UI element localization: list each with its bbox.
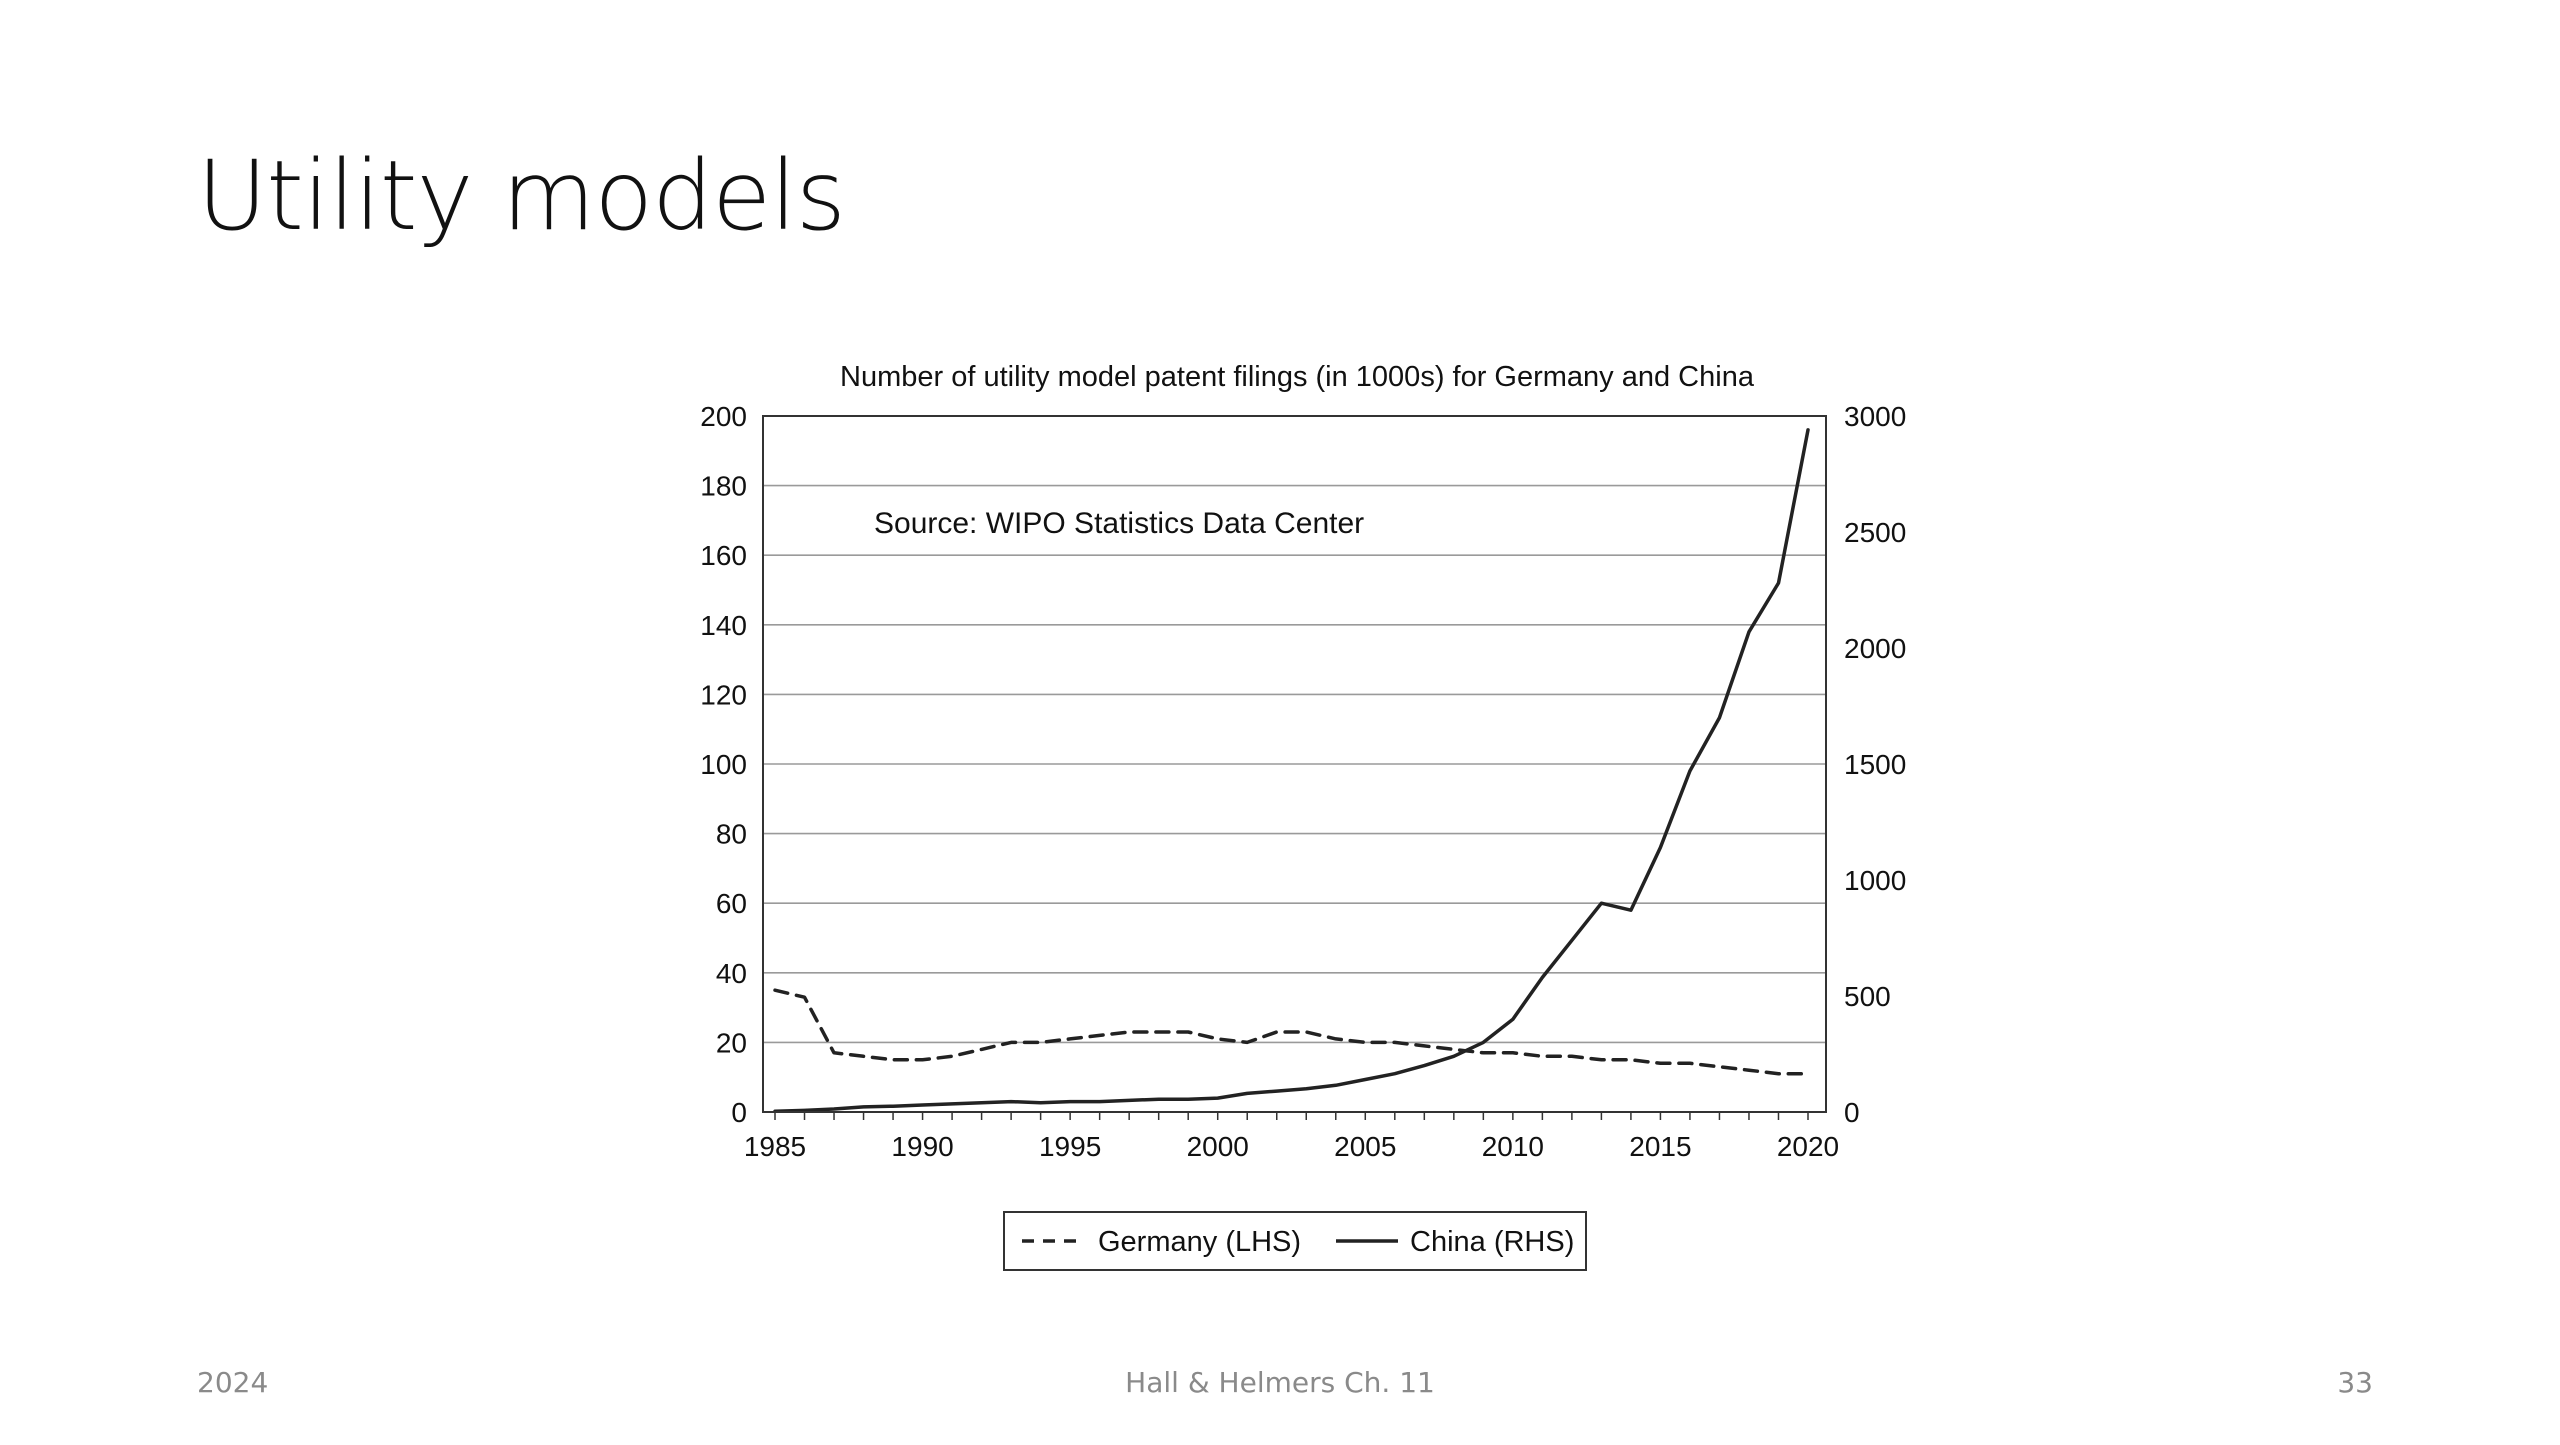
slide-title: Utility models	[197, 140, 846, 252]
footer-source: Hall & Helmers Ch. 11	[1125, 1366, 1435, 1399]
y-left-tick-label: 100	[700, 749, 747, 780]
x-tick-label: 2020	[1777, 1131, 1839, 1162]
legend-label-china: China (RHS)	[1410, 1226, 1574, 1258]
chart-title: Number of utility model patent filings (…	[840, 361, 1755, 393]
legend-box	[1003, 1211, 1587, 1271]
x-tick-label: 2005	[1334, 1131, 1396, 1162]
y-right-tick-label: 2000	[1844, 633, 1906, 664]
series-lines	[773, 428, 1810, 1114]
y-left-tick-label: 180	[700, 471, 747, 502]
plot-frame	[762, 415, 1827, 1120]
footer-year: 2024	[197, 1366, 269, 1399]
legend-label-germany: Germany (LHS)	[1098, 1226, 1301, 1258]
legend: Germany (LHS) China (RHS)	[1003, 1211, 1587, 1271]
series-line-china	[773, 428, 1810, 1114]
y-left-tick-label: 20	[716, 1027, 747, 1058]
x-tick-label: 1990	[891, 1131, 953, 1162]
y-right-tick-label: 0	[1844, 1097, 1860, 1128]
x-tick-label: 1995	[1039, 1131, 1101, 1162]
y-left-tick-label: 80	[716, 819, 747, 850]
y-right-tick-label: 3000	[1844, 401, 1906, 432]
plot-border	[762, 415, 1827, 1113]
x-tick-label: 2010	[1482, 1131, 1544, 1162]
y-right-tick-label: 2500	[1844, 517, 1906, 548]
x-tick-label: 2015	[1629, 1131, 1691, 1162]
y-left-tick-label: 0	[731, 1097, 747, 1128]
x-tick-label: 2000	[1187, 1131, 1249, 1162]
y-left-tick-label: 40	[716, 958, 747, 989]
y-left-tick-label: 120	[700, 679, 747, 710]
x-tick-label: 1985	[744, 1131, 806, 1162]
y-left-tick-label: 140	[700, 610, 747, 641]
y-right-tick-label: 1000	[1844, 865, 1906, 896]
y-left-tick-label: 200	[700, 401, 747, 432]
y-right-tick-label: 500	[1844, 981, 1891, 1012]
y-right-tick-label: 1500	[1844, 749, 1906, 780]
series-line-germany	[773, 988, 1810, 1076]
y-left-tick-label: 60	[716, 888, 747, 919]
chart-text: Number of utility model patent filings (…	[700, 361, 1906, 1162]
page-number: 33	[2337, 1366, 2373, 1399]
y-left-tick-label: 160	[700, 540, 747, 571]
source-annotation: Source: WIPO Statistics Data Center	[874, 507, 1364, 540]
